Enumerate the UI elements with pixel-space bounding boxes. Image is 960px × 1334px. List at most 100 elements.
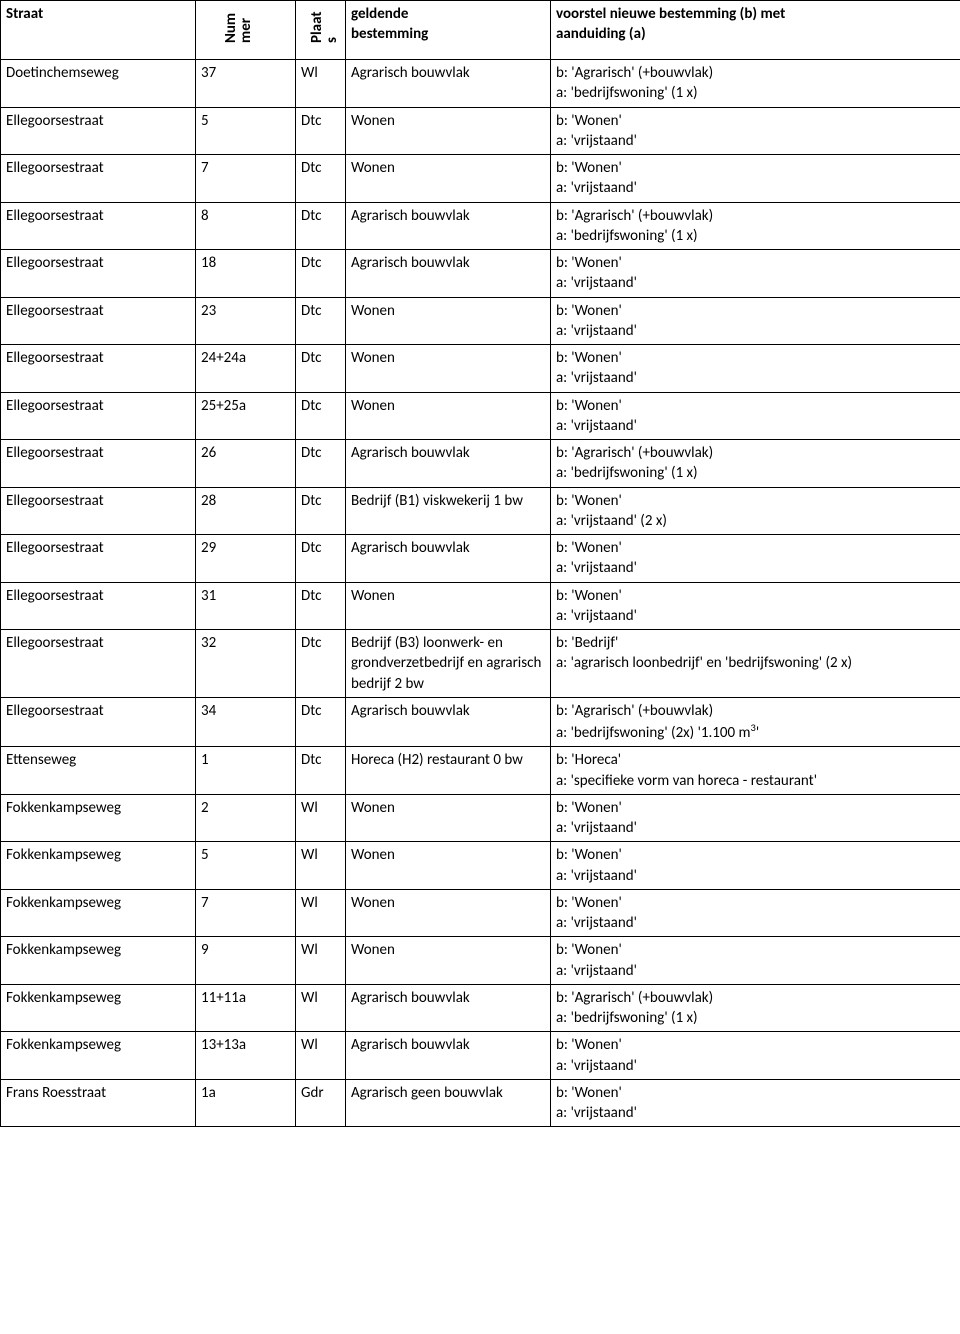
- cell-nummer: 32: [196, 630, 296, 698]
- cell-plaats: Wl: [296, 1032, 346, 1080]
- header-geldende-l1: geldende: [351, 5, 408, 23]
- zoning-table: Straat Nummer Plaats geldende bestemming…: [0, 0, 960, 1127]
- cell-plaats: Gdr: [296, 1079, 346, 1127]
- voorstel-a: a: 'bedrijfswoning' (1 x): [556, 1009, 698, 1027]
- col-header-plaats: Plaats: [296, 1, 346, 60]
- cell-plaats: Dtc: [296, 107, 346, 155]
- cell-straat: Ellegoorsestraat: [1, 345, 196, 393]
- voorstel-a: a: 'vrijstaand': [556, 417, 637, 435]
- cell-voorstel: b: 'Bedrijf'a: 'agrarisch loonbedrijf' e…: [551, 630, 960, 698]
- voorstel-a: a: 'specifieke vorm van horeca - restaur…: [556, 772, 817, 790]
- cell-straat: Ellegoorsestraat: [1, 155, 196, 203]
- cell-geldende: Bedrijf (B3) loonwerk- en grondverzetbed…: [346, 630, 551, 698]
- cell-plaats: Dtc: [296, 535, 346, 583]
- cell-plaats: Wl: [296, 60, 346, 108]
- cell-nummer: 7: [196, 889, 296, 937]
- table-row: Ellegoorsestraat7DtcWonenb: 'Wonen'a: 'v…: [1, 155, 960, 203]
- cell-geldende: Wonen: [346, 345, 551, 393]
- table-row: Ellegoorsestraat25+25aDtcWonenb: 'Wonen'…: [1, 392, 960, 440]
- cell-plaats: Wl: [296, 937, 346, 985]
- cell-nummer: 8: [196, 202, 296, 250]
- cell-voorstel: b: 'Agrarisch' (+bouwvlak)a: 'bedrijfswo…: [551, 202, 960, 250]
- voorstel-b: b: 'Agrarisch' (+bouwvlak): [556, 444, 713, 462]
- cell-geldende: Wonen: [346, 794, 551, 842]
- voorstel-a: a: 'vrijstaand': [556, 867, 637, 885]
- cell-straat: Fokkenkampseweg: [1, 889, 196, 937]
- voorstel-b: b: 'Wonen': [556, 397, 622, 415]
- cell-nummer: 37: [196, 60, 296, 108]
- cell-geldende: Wonen: [346, 107, 551, 155]
- cell-voorstel: b: 'Wonen'a: 'vrijstaand': [551, 889, 960, 937]
- voorstel-a: a: 'vrijstaand': [556, 132, 637, 150]
- voorstel-b: b: 'Wonen': [556, 799, 622, 817]
- cell-plaats: Dtc: [296, 155, 346, 203]
- header-row: Straat Nummer Plaats geldende bestemming…: [1, 1, 960, 60]
- header-nummer-l2: mer: [237, 18, 255, 43]
- voorstel-b: b: 'Wonen': [556, 1084, 622, 1102]
- cell-straat: Ellegoorsestraat: [1, 202, 196, 250]
- cell-voorstel: b: 'Agrarisch' (+bouwvlak)a: 'bedrijfswo…: [551, 697, 960, 747]
- cell-plaats: Dtc: [296, 487, 346, 535]
- cell-voorstel: b: 'Wonen'a: 'vrijstaand': [551, 297, 960, 345]
- col-header-nummer: Nummer: [196, 1, 296, 60]
- table-row: Doetinchemseweg37WlAgrarisch bouwvlakb: …: [1, 60, 960, 108]
- cell-geldende: Bedrijf (B1) viskwekerij 1 bw: [346, 487, 551, 535]
- cell-voorstel: b: 'Wonen'a: 'vrijstaand': [551, 345, 960, 393]
- voorstel-b: b: 'Wonen': [556, 1036, 622, 1054]
- cell-nummer: 25+25a: [196, 392, 296, 440]
- cell-plaats: Wl: [296, 984, 346, 1032]
- cell-voorstel: b: 'Wonen'a: 'vrijstaand': [551, 842, 960, 890]
- cell-voorstel: b: 'Horeca'a: 'specifieke vorm van horec…: [551, 747, 960, 795]
- cell-straat: Fokkenkampseweg: [1, 984, 196, 1032]
- header-voorstel-l1: voorstel nieuwe bestemming (b) met: [556, 5, 785, 23]
- voorstel-b: b: 'Wonen': [556, 941, 622, 959]
- voorstel-b: b: 'Wonen': [556, 254, 622, 272]
- voorstel-b: b: 'Agrarisch' (+bouwvlak): [556, 207, 713, 225]
- table-row: Ellegoorsestraat32DtcBedrijf (B3) loonwe…: [1, 630, 960, 698]
- cell-voorstel: b: 'Wonen'a: 'vrijstaand': [551, 1079, 960, 1127]
- table-body: Doetinchemseweg37WlAgrarisch bouwvlakb: …: [1, 60, 960, 1127]
- cell-voorstel: b: 'Wonen' a: 'vrijstaand': [551, 107, 960, 155]
- cell-straat: Fokkenkampseweg: [1, 794, 196, 842]
- cell-plaats: Wl: [296, 794, 346, 842]
- voorstel-a: a: 'vrijstaand': [556, 1057, 637, 1075]
- col-header-geldende: geldende bestemming: [346, 1, 551, 60]
- cell-nummer: 23: [196, 297, 296, 345]
- cell-nummer: 18: [196, 250, 296, 298]
- table-row: Ellegoorsestraat29DtcAgrarisch bouwvlakb…: [1, 535, 960, 583]
- cell-nummer: 5: [196, 107, 296, 155]
- cell-geldende: Agrarisch bouwvlak: [346, 984, 551, 1032]
- voorstel-a: a: 'bedrijfswoning' (1 x): [556, 464, 698, 482]
- voorstel-a: a: 'vrijstaand': [556, 962, 637, 980]
- voorstel-b: b: 'Agrarisch' (+bouwvlak): [556, 989, 713, 1007]
- voorstel-b: b: 'Wonen': [556, 112, 622, 130]
- cell-voorstel: b: 'Agrarisch' (+bouwvlak)a: 'bedrijfswo…: [551, 60, 960, 108]
- cell-plaats: Dtc: [296, 747, 346, 795]
- cell-geldende: Agrarisch bouwvlak: [346, 1032, 551, 1080]
- cell-nummer: 2: [196, 794, 296, 842]
- cell-straat: Ellegoorsestraat: [1, 392, 196, 440]
- cell-straat: Fokkenkampseweg: [1, 1032, 196, 1080]
- table-row: Fokkenkampseweg11+11aWlAgrarisch bouwvla…: [1, 984, 960, 1032]
- cell-nummer: 1: [196, 747, 296, 795]
- voorstel-b: b: 'Wonen': [556, 492, 622, 510]
- cell-nummer: 1a: [196, 1079, 296, 1127]
- cell-straat: Ellegoorsestraat: [1, 250, 196, 298]
- table-row: Ellegoorsestraat31DtcWonenb: 'Wonen'a: '…: [1, 582, 960, 630]
- table-row: Fokkenkampseweg5WlWonenb: 'Wonen'a: 'vri…: [1, 842, 960, 890]
- table-row: Ellegoorsestraat24+24aDtcWonenb: 'Wonen'…: [1, 345, 960, 393]
- cell-straat: Fokkenkampseweg: [1, 842, 196, 890]
- cell-straat: Ellegoorsestraat: [1, 487, 196, 535]
- table-row: Fokkenkampseweg9WlWonenb: 'Wonen'a: 'vri…: [1, 937, 960, 985]
- cell-straat: Ellegoorsestraat: [1, 440, 196, 488]
- cell-geldende: Wonen: [346, 297, 551, 345]
- header-voorstel-l2: aanduiding (a): [556, 25, 646, 43]
- cell-nummer: 7: [196, 155, 296, 203]
- voorstel-a: a: 'vrijstaand': [556, 607, 637, 625]
- cell-nummer: 31: [196, 582, 296, 630]
- cell-nummer: 5: [196, 842, 296, 890]
- cell-nummer: 28: [196, 487, 296, 535]
- cell-geldende: Agrarisch bouwvlak: [346, 202, 551, 250]
- voorstel-a: a: 'vrijstaand': [556, 322, 637, 340]
- cell-straat: Ellegoorsestraat: [1, 697, 196, 747]
